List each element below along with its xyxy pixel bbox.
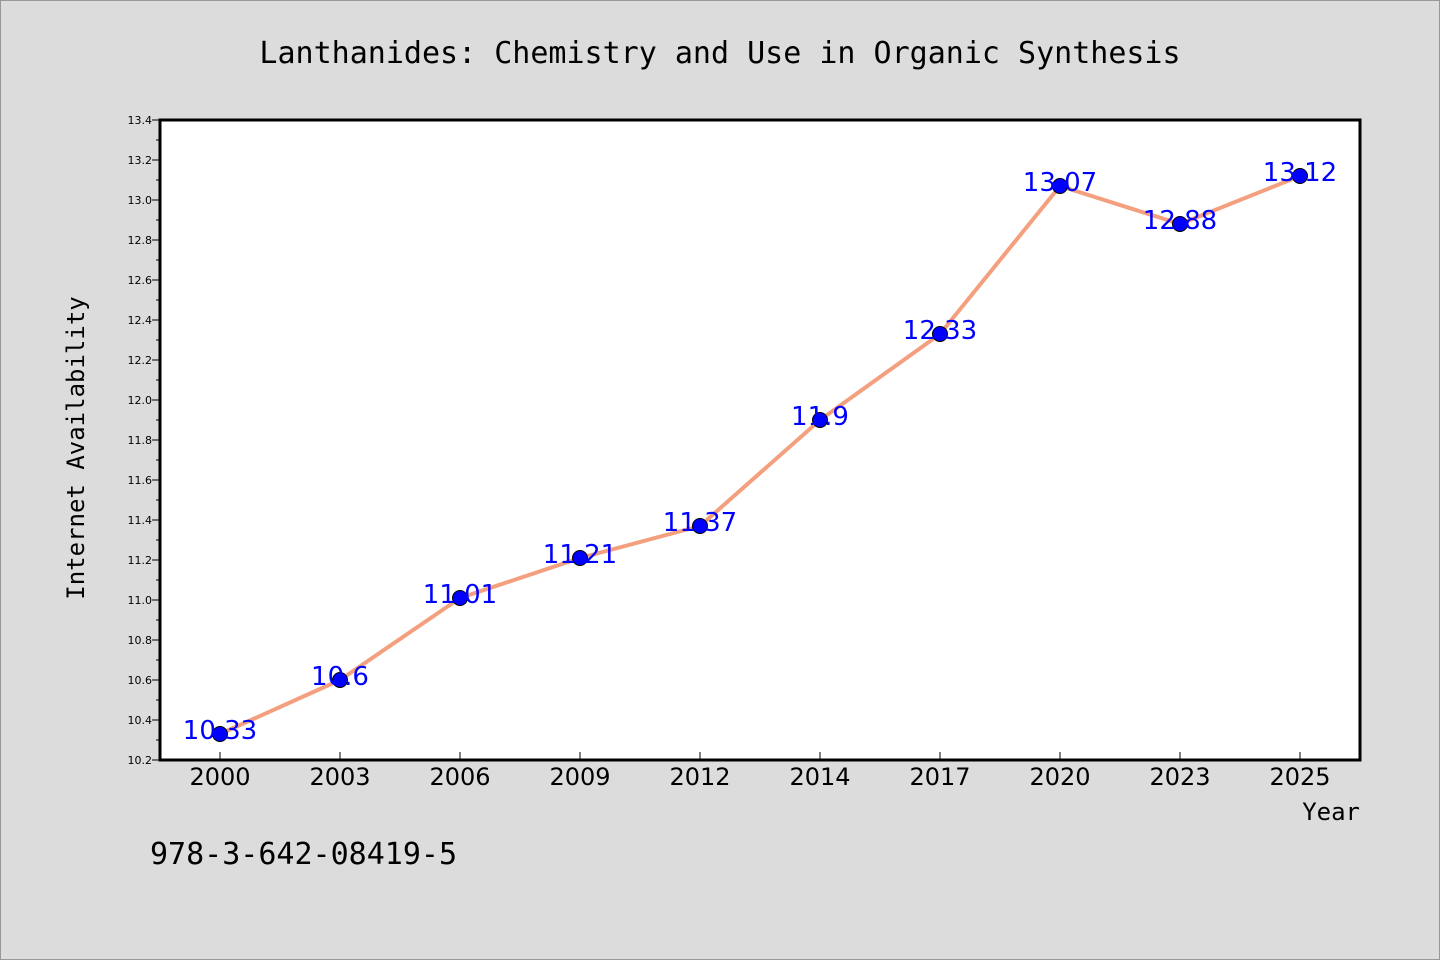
y-tick-label: 11.4 — [128, 514, 153, 527]
data-point — [572, 550, 588, 566]
x-axis: 2000 2003 2006 2009 2012 2014 2017 2020 2023 2025 — [189, 752, 1331, 791]
y-tick-label: 12.4 — [128, 314, 153, 327]
isbn-text: 978-3-642-08419-5 — [150, 837, 457, 872]
y-tick-label: 10.6 — [128, 674, 153, 687]
y-tick-label: 12.6 — [128, 274, 153, 287]
x-tick-label: 2023 — [1149, 763, 1210, 791]
data-label: 12.33 — [903, 316, 977, 346]
plot-area — [158, 118, 1362, 762]
x-tick-label: 2025 — [1269, 763, 1330, 791]
data-point — [212, 726, 228, 742]
data-label: 11.21 — [543, 540, 617, 570]
data-label: 13.07 — [1023, 168, 1097, 198]
y-tick-label: 13.2 — [128, 154, 153, 167]
y-tick-label: 12.8 — [128, 234, 153, 247]
data-label: 11.01 — [423, 580, 497, 610]
data-point — [692, 518, 708, 534]
y-tick-label: 11.8 — [128, 434, 153, 447]
x-tick-label: 2017 — [909, 763, 970, 791]
y-tick-label: 10.8 — [128, 634, 153, 647]
y-tick-label: 11.2 — [128, 554, 153, 567]
data-point — [332, 672, 348, 688]
series-layer: 10.33 10.6 11.01 11.21 11.37 11.9 12.33 13.07 12… — [183, 158, 1337, 746]
y-tick-label: 11.6 — [128, 474, 153, 487]
series-line — [219, 174, 1301, 736]
y-tick-label: 13.0 — [128, 194, 153, 207]
data-point — [1052, 178, 1068, 194]
data-point — [1172, 216, 1188, 232]
y-tick-label: 10.4 — [128, 714, 153, 727]
x-tick-label: 2020 — [1029, 763, 1090, 791]
y-tick-label: 13.4 — [128, 114, 153, 127]
y-axis: 10.2 10.4 10.6 10.8 11.0 11.2 11.4 11.6 11.8 12.0… — [128, 114, 160, 767]
data-label: 10.6 — [311, 662, 369, 692]
data-point — [1292, 168, 1308, 184]
y-tick-label: 10.2 — [128, 754, 153, 767]
x-tick-label: 2009 — [549, 763, 610, 791]
data-label: 10.33 — [183, 716, 257, 746]
x-tick-label: 2000 — [189, 763, 250, 791]
y-axis-label: Internet Availability — [62, 296, 90, 599]
x-tick-label: 2012 — [669, 763, 730, 791]
data-label: 11.9 — [791, 402, 849, 432]
data-point — [932, 326, 948, 342]
y-tick-label: 12.2 — [128, 354, 153, 367]
data-label: 11.37 — [663, 508, 737, 538]
y-tick-label: 11.0 — [128, 594, 153, 607]
x-axis-label: Year — [1302, 798, 1360, 826]
x-tick-label: 2003 — [309, 763, 370, 791]
y-tick-label: 12.0 — [128, 394, 153, 407]
data-label: 12.88 — [1143, 206, 1217, 236]
data-point — [812, 412, 828, 428]
x-tick-label: 2006 — [429, 763, 490, 791]
data-label: 13.12 — [1263, 158, 1337, 188]
data-point — [452, 590, 468, 606]
x-tick-label: 2014 — [789, 763, 850, 791]
chart-title: Lanthanides: Chemistry and Use in Organi… — [259, 36, 1180, 71]
